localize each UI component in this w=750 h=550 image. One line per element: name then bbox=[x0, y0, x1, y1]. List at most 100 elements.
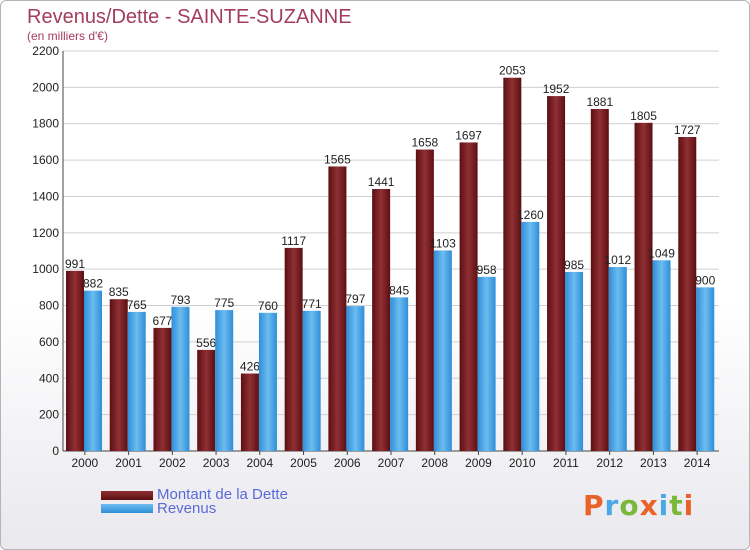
x-tick-label: 2005 bbox=[290, 456, 317, 470]
data-label-revenus: 1260 bbox=[517, 208, 544, 222]
data-label-revenus: 793 bbox=[170, 293, 190, 307]
bar-revenus bbox=[696, 287, 715, 451]
y-tick-label: 1000 bbox=[32, 262, 59, 276]
bar-revenus bbox=[302, 310, 321, 451]
y-tick-label: 1200 bbox=[32, 226, 59, 240]
bar-dette bbox=[590, 109, 609, 451]
bar-dette bbox=[66, 270, 84, 451]
proxiti-logo: Proxiti bbox=[583, 489, 694, 522]
data-label-dette: 1697 bbox=[455, 128, 482, 142]
bar-dette bbox=[328, 166, 347, 452]
legend-swatch-dette bbox=[101, 491, 153, 500]
data-label-dette: 556 bbox=[196, 336, 216, 350]
bar-dette bbox=[284, 247, 303, 451]
bar-revenus bbox=[84, 290, 102, 451]
data-label-dette: 1727 bbox=[674, 123, 701, 137]
bar-revenus bbox=[258, 312, 277, 451]
chart-title: Revenus/Dette - SAINTE-SUZANNE bbox=[27, 6, 352, 28]
y-tick-label: 2000 bbox=[32, 80, 59, 94]
data-label-dette: 2053 bbox=[499, 64, 526, 78]
bar-revenus bbox=[521, 221, 540, 451]
legend-label-revenus: Revenus bbox=[157, 500, 217, 517]
bar-revenus bbox=[215, 310, 234, 451]
x-tick-label: 2003 bbox=[203, 456, 230, 470]
logo-letter: i bbox=[658, 489, 670, 522]
data-label-revenus: 765 bbox=[127, 298, 147, 312]
bar-revenus bbox=[608, 267, 627, 451]
x-tick-label: 2008 bbox=[421, 456, 448, 470]
data-label-dette: 1805 bbox=[630, 109, 657, 123]
data-label-revenus: 845 bbox=[389, 283, 409, 297]
bar-dette bbox=[240, 373, 259, 451]
x-tick-label: 2000 bbox=[72, 456, 99, 470]
bar-dette bbox=[109, 299, 128, 451]
bar-revenus bbox=[433, 250, 452, 451]
y-tick-label: 0 bbox=[52, 444, 59, 458]
data-label-revenus: 958 bbox=[477, 263, 497, 277]
bar-revenus bbox=[346, 306, 365, 451]
x-tick-label: 2006 bbox=[334, 456, 361, 470]
y-tick-label: 800 bbox=[39, 299, 59, 313]
y-tick-label: 1400 bbox=[32, 189, 59, 203]
bar-revenus bbox=[477, 276, 496, 451]
bar-revenus bbox=[171, 306, 190, 451]
data-label-revenus: 900 bbox=[695, 273, 715, 287]
x-tick-label: 2012 bbox=[596, 456, 623, 470]
y-tick-label: 2200 bbox=[32, 44, 59, 58]
data-label-revenus: 985 bbox=[564, 258, 584, 272]
data-label-revenus: 1012 bbox=[604, 253, 631, 267]
legend-label-dette: Montant de la Dette bbox=[157, 486, 288, 503]
bar-revenus bbox=[390, 297, 409, 451]
bar-dette bbox=[503, 77, 522, 452]
data-label-dette: 1441 bbox=[368, 175, 395, 189]
data-label-revenus: 1103 bbox=[430, 236, 456, 250]
data-label-dette: 1658 bbox=[412, 136, 439, 150]
x-tick-label: 2004 bbox=[246, 456, 273, 470]
data-label-revenus: 797 bbox=[345, 292, 365, 306]
logo-letter: r bbox=[604, 489, 620, 522]
data-label-dette: 677 bbox=[152, 314, 172, 328]
bar-revenus bbox=[127, 311, 146, 451]
x-tick-label: 2010 bbox=[509, 456, 536, 470]
y-tick-label: 1800 bbox=[32, 117, 59, 131]
data-label-revenus: 775 bbox=[214, 296, 234, 310]
logo-letter: t bbox=[669, 489, 684, 522]
bar-revenus bbox=[652, 260, 671, 451]
data-label-dette: 1952 bbox=[543, 82, 570, 96]
data-label-dette: 991 bbox=[65, 257, 85, 271]
data-label-dette: 426 bbox=[240, 360, 260, 374]
y-tick-label: 600 bbox=[39, 335, 59, 349]
y-tick-label: 200 bbox=[39, 408, 59, 422]
chart-subtitle: (en milliers d'€) bbox=[27, 29, 108, 43]
bar-revenus bbox=[565, 271, 584, 451]
data-label-dette: 1117 bbox=[281, 234, 306, 248]
x-tick-label: 2007 bbox=[378, 456, 405, 470]
y-tick-label: 400 bbox=[39, 371, 59, 385]
logo-letter: x bbox=[639, 489, 659, 522]
x-tick-label: 2009 bbox=[465, 456, 492, 470]
logo-letter: o bbox=[619, 489, 640, 522]
y-tick-label: 1600 bbox=[32, 153, 59, 167]
data-label-revenus: 882 bbox=[83, 277, 103, 291]
data-label-revenus: 760 bbox=[258, 299, 278, 313]
logo-letter: i bbox=[683, 489, 695, 522]
bar-dette bbox=[678, 137, 697, 451]
bar-dette bbox=[459, 142, 478, 452]
data-label-dette: 1881 bbox=[586, 95, 613, 109]
bar-dette bbox=[372, 189, 391, 451]
bar-dette bbox=[634, 122, 653, 452]
data-label-revenus: 1049 bbox=[648, 246, 675, 260]
bar-dette bbox=[547, 96, 566, 451]
x-tick-label: 2013 bbox=[640, 456, 667, 470]
bar-dette bbox=[197, 349, 216, 451]
x-tick-label: 2002 bbox=[159, 456, 186, 470]
x-tick-label: 2001 bbox=[115, 456, 142, 470]
bar-dette bbox=[153, 327, 172, 451]
bar-dette bbox=[415, 149, 434, 451]
data-label-dette: 1565 bbox=[324, 152, 351, 166]
logo-letter: P bbox=[583, 489, 605, 522]
data-label-dette: 835 bbox=[109, 285, 129, 299]
x-tick-label: 2014 bbox=[684, 456, 711, 470]
